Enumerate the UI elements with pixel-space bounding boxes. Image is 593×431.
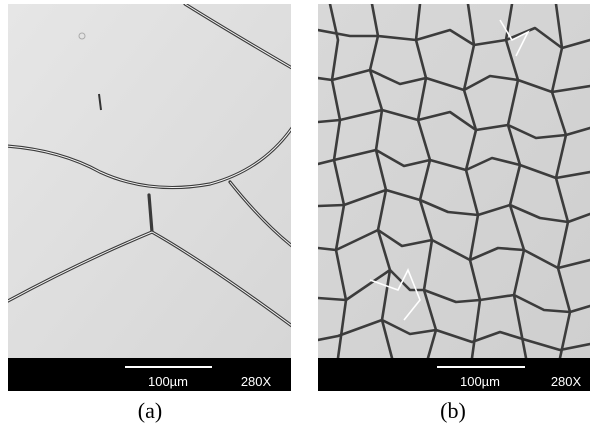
figure: 100µm 280X (a) 100µm 280X (b) xyxy=(0,0,593,431)
image-background xyxy=(318,4,590,358)
magnification: 280X xyxy=(241,374,272,389)
image-background xyxy=(8,4,291,358)
micrograph-b: 100µm 280X xyxy=(318,4,590,391)
info-bar xyxy=(318,358,590,391)
magnification: 280X xyxy=(551,374,582,389)
scale-bar-label: 100µm xyxy=(148,374,188,389)
micrograph-a: 100µm 280X xyxy=(6,4,292,391)
caption: (b) xyxy=(440,398,466,423)
scale-bar-label: 100µm xyxy=(460,374,500,389)
caption: (a) xyxy=(138,398,162,423)
